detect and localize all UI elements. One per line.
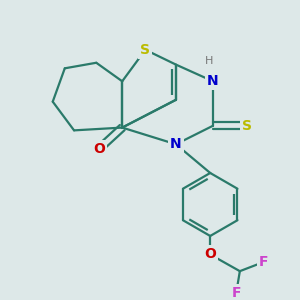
- Text: F: F: [259, 255, 269, 269]
- Text: F: F: [231, 286, 241, 300]
- Text: S: S: [242, 119, 252, 133]
- Text: N: N: [207, 74, 219, 88]
- Text: S: S: [140, 43, 150, 57]
- Text: O: O: [204, 248, 216, 262]
- Text: O: O: [93, 142, 105, 156]
- Text: N: N: [170, 137, 182, 151]
- Text: H: H: [205, 56, 214, 66]
